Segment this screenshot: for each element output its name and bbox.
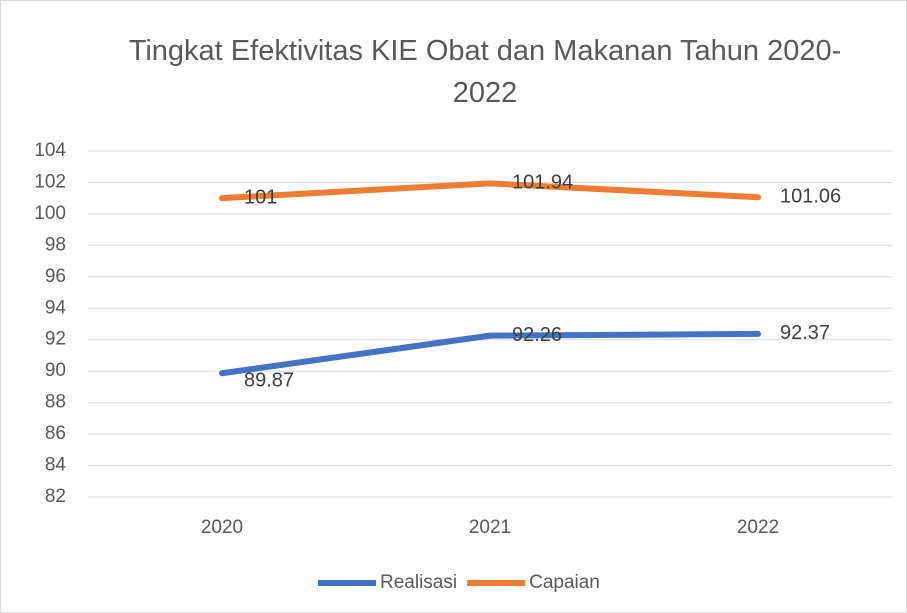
chart-title: Tingkat Efektivitas KIE Obat dan Makanan… <box>128 35 842 109</box>
data-label: 92.37 <box>780 322 830 344</box>
y-tick-label: 94 <box>45 297 67 318</box>
y-tick-label: 100 <box>34 203 66 224</box>
y-tick-label: 86 <box>45 423 66 444</box>
legend-label: Capaian <box>529 572 600 593</box>
x-tick-label: 2021 <box>469 517 511 538</box>
y-tick-label: 92 <box>45 329 66 350</box>
series-line <box>219 180 761 202</box>
y-tick-label: 90 <box>45 360 66 381</box>
x-tick-label: 2020 <box>201 517 243 538</box>
data-label: 101.06 <box>780 186 841 208</box>
data-label: 101.94 <box>512 172 573 194</box>
y-tick-label: 104 <box>34 140 66 161</box>
y-tick-label: 102 <box>34 171 66 192</box>
y-tick-label: 88 <box>45 392 66 413</box>
data-label: 92.26 <box>512 324 562 346</box>
x-tick-label: 2022 <box>737 517 779 538</box>
series-line <box>219 330 761 377</box>
y-tick-label: 98 <box>45 234 66 255</box>
data-label: 89.87 <box>244 370 294 392</box>
y-tick-label: 82 <box>45 486 66 507</box>
legend-label: Realisasi <box>380 572 457 593</box>
y-tick-label: 84 <box>45 455 67 476</box>
y-tick-label: 96 <box>45 266 66 287</box>
data-label: 101 <box>244 186 277 208</box>
